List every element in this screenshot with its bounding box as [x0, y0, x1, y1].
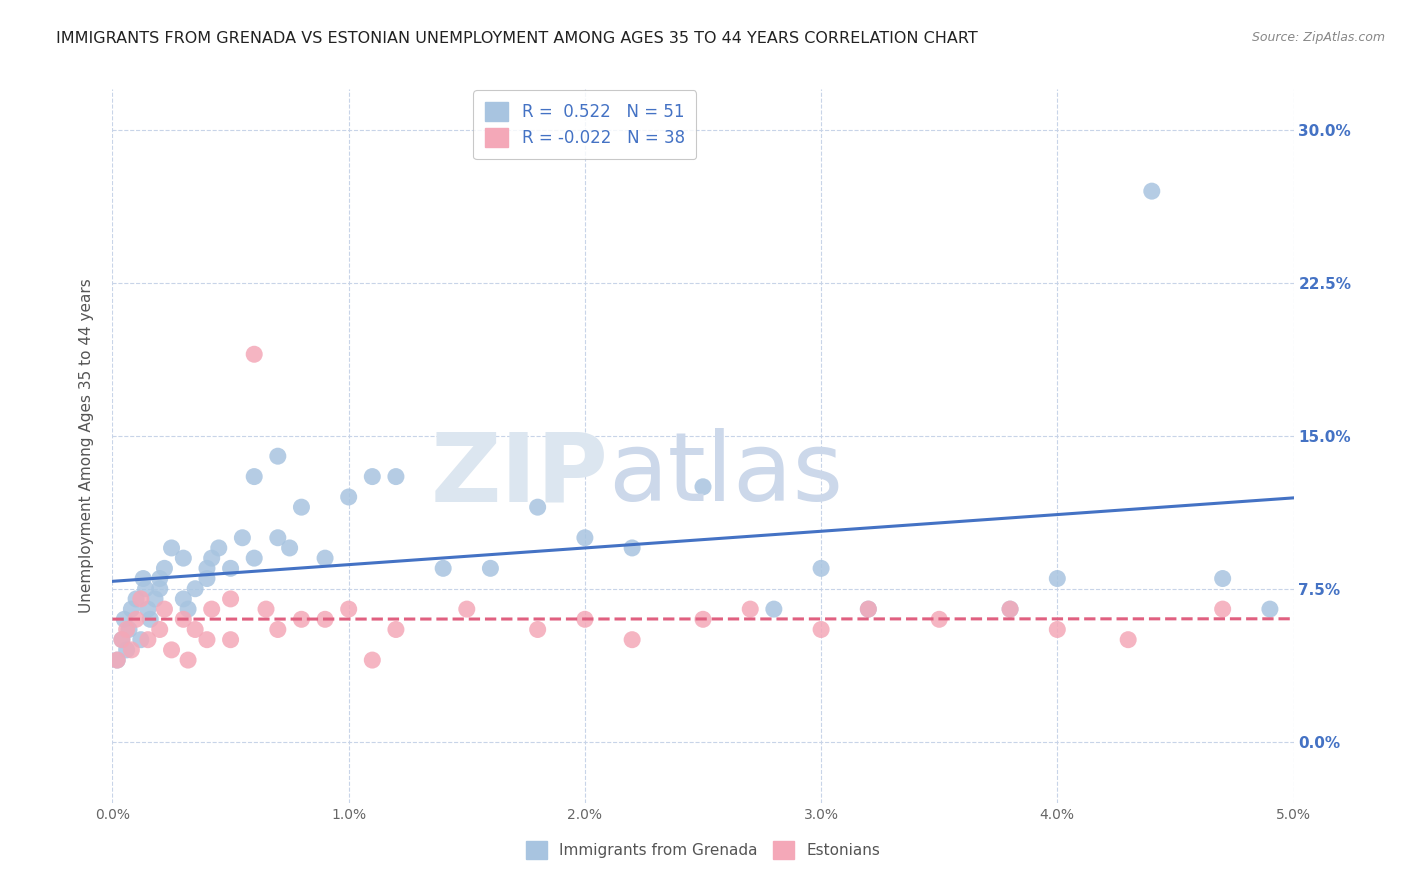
- Point: [149, 623, 172, 637]
- Point: [1258, 602, 1281, 616]
- Point: [692, 480, 714, 494]
- Point: [195, 572, 218, 586]
- Point: [201, 551, 224, 566]
- Point: [432, 561, 454, 575]
- Point: [1212, 602, 1234, 616]
- Point: [314, 551, 336, 566]
- Point: [526, 500, 548, 515]
- Point: [219, 591, 242, 606]
- Point: [290, 500, 312, 515]
- Point: [143, 591, 166, 606]
- Point: [195, 561, 218, 575]
- Point: [278, 541, 301, 555]
- Point: [267, 531, 290, 545]
- Point: [740, 602, 762, 616]
- Point: [1046, 623, 1069, 637]
- Point: [172, 551, 194, 566]
- Point: [574, 612, 596, 626]
- Point: [361, 653, 384, 667]
- Point: [858, 602, 880, 616]
- Point: [621, 541, 644, 555]
- Point: [105, 653, 128, 667]
- Point: [385, 623, 408, 637]
- Point: [135, 582, 157, 596]
- Point: [243, 551, 266, 566]
- Point: [998, 602, 1021, 616]
- Point: [1046, 572, 1069, 586]
- Point: [231, 531, 253, 545]
- Point: [574, 531, 596, 545]
- Point: [149, 582, 172, 596]
- Point: [105, 653, 128, 667]
- Point: [120, 643, 142, 657]
- Text: ZIP: ZIP: [430, 428, 609, 521]
- Point: [172, 591, 194, 606]
- Text: IMMIGRANTS FROM GRENADA VS ESTONIAN UNEMPLOYMENT AMONG AGES 35 TO 44 YEARS CORRE: IMMIGRANTS FROM GRENADA VS ESTONIAN UNEM…: [56, 31, 979, 46]
- Point: [1212, 572, 1234, 586]
- Point: [998, 602, 1021, 616]
- Point: [337, 602, 360, 616]
- Y-axis label: Unemployment Among Ages 35 to 44 years: Unemployment Among Ages 35 to 44 years: [79, 278, 94, 614]
- Point: [762, 602, 785, 616]
- Point: [201, 602, 224, 616]
- Point: [125, 591, 148, 606]
- Point: [267, 449, 290, 463]
- Point: [184, 582, 207, 596]
- Point: [160, 541, 183, 555]
- Point: [111, 632, 134, 647]
- Point: [195, 632, 218, 647]
- Point: [692, 612, 714, 626]
- Point: [526, 623, 548, 637]
- Point: [337, 490, 360, 504]
- Point: [177, 602, 200, 616]
- Point: [129, 591, 152, 606]
- Point: [858, 602, 880, 616]
- Point: [208, 541, 231, 555]
- Point: [153, 561, 176, 575]
- Point: [118, 623, 141, 637]
- Legend: Immigrants from Grenada, Estonians: Immigrants from Grenada, Estonians: [517, 834, 889, 866]
- Point: [456, 602, 478, 616]
- Point: [479, 561, 502, 575]
- Point: [139, 612, 162, 626]
- Point: [177, 653, 200, 667]
- Point: [136, 602, 159, 616]
- Point: [1140, 184, 1163, 198]
- Point: [219, 561, 242, 575]
- Point: [267, 623, 290, 637]
- Point: [928, 612, 950, 626]
- Point: [153, 602, 176, 616]
- Point: [810, 561, 832, 575]
- Text: atlas: atlas: [609, 428, 844, 521]
- Point: [254, 602, 277, 616]
- Point: [125, 612, 148, 626]
- Point: [314, 612, 336, 626]
- Point: [361, 469, 384, 483]
- Point: [621, 632, 644, 647]
- Point: [1116, 632, 1139, 647]
- Point: [120, 602, 142, 616]
- Point: [243, 469, 266, 483]
- Point: [219, 632, 242, 647]
- Point: [290, 612, 312, 626]
- Point: [172, 612, 194, 626]
- Point: [129, 632, 152, 647]
- Text: Source: ZipAtlas.com: Source: ZipAtlas.com: [1251, 31, 1385, 45]
- Point: [160, 643, 183, 657]
- Point: [111, 632, 134, 647]
- Point: [115, 643, 138, 657]
- Point: [112, 612, 135, 626]
- Point: [385, 469, 408, 483]
- Point: [184, 623, 207, 637]
- Point: [149, 572, 172, 586]
- Point: [810, 623, 832, 637]
- Point: [243, 347, 266, 361]
- Point: [132, 572, 155, 586]
- Point: [115, 623, 138, 637]
- Point: [136, 632, 159, 647]
